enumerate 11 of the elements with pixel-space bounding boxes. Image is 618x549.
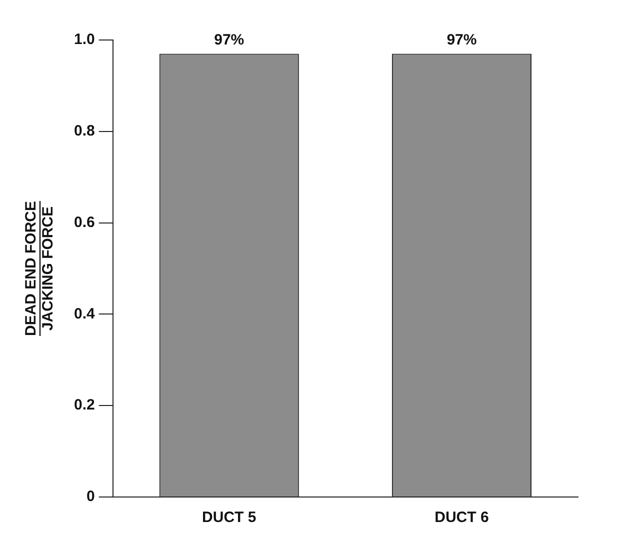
- y-tick-label: 0.4: [74, 305, 96, 322]
- y-tick-label: 0.2: [74, 396, 95, 414]
- y-tick-label: 0.6: [74, 214, 95, 231]
- y-tick-label: 1.0: [74, 31, 95, 48]
- y-axis-title: DEAD END FORCE JACKING FORCE: [22, 200, 57, 336]
- y-tick-label: 0.8: [74, 122, 95, 140]
- x-tick-label: DUCT 5: [202, 509, 256, 526]
- y-tick-label: 0: [86, 488, 95, 506]
- x-tick-label: DUCT 6: [434, 509, 489, 526]
- data-label: 97%: [214, 31, 244, 48]
- data-label: 97%: [446, 31, 477, 48]
